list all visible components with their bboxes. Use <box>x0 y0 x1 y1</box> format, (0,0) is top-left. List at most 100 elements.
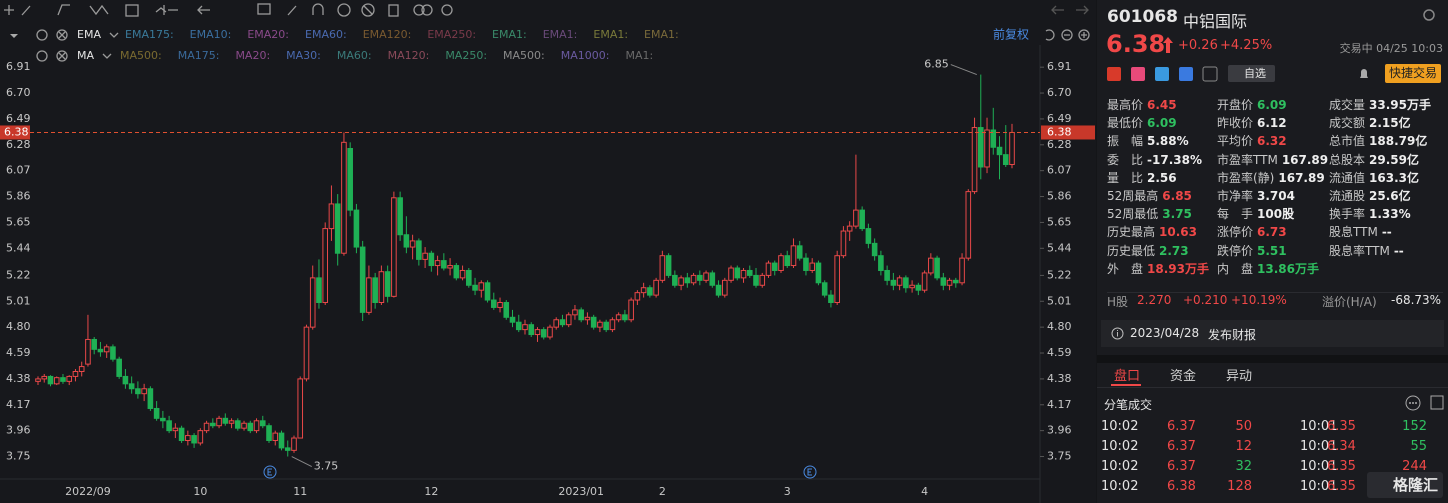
stat-item: 开盘价 6.09 <box>1217 96 1287 113</box>
stat-item: 股息TTM -- <box>1329 223 1392 240</box>
indicator-item: MA500: <box>120 49 162 62</box>
candle-body <box>628 299 634 321</box>
indicator-item: MA60: <box>337 49 372 62</box>
stat-label: 内 盘 <box>1217 261 1254 276</box>
candle-body <box>615 314 622 321</box>
annotation: 6.85 <box>924 58 949 71</box>
quick-trade-button[interactable]: 快捷交易 <box>1385 64 1441 83</box>
candle-body <box>434 260 441 267</box>
candle-body <box>203 422 210 432</box>
candle-body <box>640 287 647 294</box>
candle-body <box>1002 154 1009 166</box>
y-tick-label: 4.59 <box>1047 346 1072 359</box>
candle-body <box>840 230 847 257</box>
candle-body <box>853 209 859 227</box>
trade-price: 6.34 <box>1327 439 1356 454</box>
bell-icon[interactable] <box>1357 67 1371 81</box>
event-box[interactable] <box>1101 320 1444 347</box>
stat-label: 委 比 <box>1107 152 1144 167</box>
candle-body <box>185 435 191 442</box>
candle-body <box>353 209 360 248</box>
premium: -68.73% <box>1391 293 1442 307</box>
candle-body <box>509 316 516 323</box>
candle-body <box>347 147 353 211</box>
settings-icon[interactable] <box>1422 8 1436 22</box>
y-tick-label: 6.70 <box>1047 86 1072 99</box>
stat-value: 163.3亿 <box>1369 170 1419 185</box>
up-arrow <box>1163 37 1173 53</box>
trade-price: 6.37 <box>1167 459 1196 474</box>
toolbar-icons[interactable] <box>4 3 1090 62</box>
tab[interactable]: 盘口 <box>1114 369 1141 384</box>
x-tick-label: 11 <box>293 485 307 498</box>
y-tick-label: 6.70 <box>6 86 31 99</box>
trade-time: 10:01 <box>1300 439 1338 454</box>
ema-label[interactable]: EMA <box>77 28 101 41</box>
candle-body <box>759 274 766 286</box>
tag-icons[interactable] <box>1107 66 1222 82</box>
trade-time: 10:01 <box>1300 419 1338 434</box>
stat-item: 市盈率(静) 167.89 <box>1217 169 1325 186</box>
candle-body <box>803 257 809 271</box>
stat-label: 历史最低 <box>1107 243 1156 258</box>
tab[interactable]: 资金 <box>1170 369 1197 384</box>
watch-button[interactable]: 自选 <box>1228 65 1275 82</box>
candle-body <box>47 375 54 385</box>
candle-body <box>953 279 959 284</box>
h-share-price: 2.270 <box>1137 293 1172 307</box>
candle-body <box>859 209 865 230</box>
stat-label: 外 盘 <box>1107 261 1144 276</box>
stat-label: 每 手 <box>1217 207 1254 222</box>
candle-body <box>128 383 135 390</box>
y-tick-label: 4.80 <box>6 320 31 333</box>
candle-body <box>484 282 491 301</box>
candle-body <box>790 245 797 267</box>
price-tag <box>1041 125 1095 140</box>
candle-body <box>466 269 472 286</box>
stat-item: 流通股 25.6亿 <box>1329 187 1411 204</box>
stat-label: 跌停价 <box>1217 243 1254 258</box>
candle-body <box>771 262 778 271</box>
stat-value: 33.95万手 <box>1369 98 1431 112</box>
stat-value: 6.45 <box>1147 98 1177 112</box>
chart: EMA EMA175: EMA10: EMA20: EMA60: EMA120: EMA2… <box>0 3 1095 503</box>
event-markers[interactable] <box>263 465 817 479</box>
candle-body <box>622 314 628 321</box>
y-tick-label: 6.91 <box>1047 60 1072 73</box>
candle-body <box>846 225 853 232</box>
candle-body <box>409 240 416 248</box>
event-date: 2023/04/28 <box>1130 326 1200 340</box>
y-tick-label: 4.80 <box>1047 320 1072 333</box>
stat-value: 100股 <box>1257 207 1295 222</box>
price: 6.38 <box>1106 30 1166 58</box>
candle-body <box>153 407 160 419</box>
candle-body <box>665 255 672 276</box>
ma-label[interactable]: MA <box>77 49 94 62</box>
candle-body <box>78 366 85 373</box>
trade-volume: 128 <box>1227 479 1252 494</box>
stat-value: 6.12 <box>1257 116 1287 131</box>
stat-item: 市盈率TTM 167.89 <box>1217 151 1328 168</box>
candle-body <box>316 277 322 304</box>
candle-body <box>553 319 560 328</box>
candle-body <box>746 269 753 276</box>
change: +0.26 <box>1178 38 1218 53</box>
stat-label: 总股本 <box>1329 152 1366 167</box>
adjust-button[interactable]: 前复权 <box>993 27 1029 42</box>
stock-name: 中铝国际 <box>1183 12 1248 31</box>
y-tick-label: 5.65 <box>6 215 31 228</box>
trade-icons[interactable] <box>1405 395 1445 411</box>
stat-item: 总市值 188.79亿 <box>1329 132 1427 149</box>
stat-item: 昨收价 6.12 <box>1217 114 1287 131</box>
stat-item: 历史最高 10.63 <box>1107 223 1197 240</box>
candle-body <box>896 277 903 286</box>
stat-item: 股息率TTM -- <box>1329 242 1404 259</box>
y-tick-label: 4.38 <box>6 372 31 385</box>
candle-body <box>784 255 791 267</box>
stat-item: 成交额 2.15亿 <box>1329 114 1411 131</box>
tab[interactable]: 异动 <box>1226 369 1253 384</box>
candle-body <box>928 257 934 274</box>
candle-body <box>291 437 297 451</box>
candle-body <box>903 277 909 289</box>
y-tick-label: 6.49 <box>6 112 31 125</box>
